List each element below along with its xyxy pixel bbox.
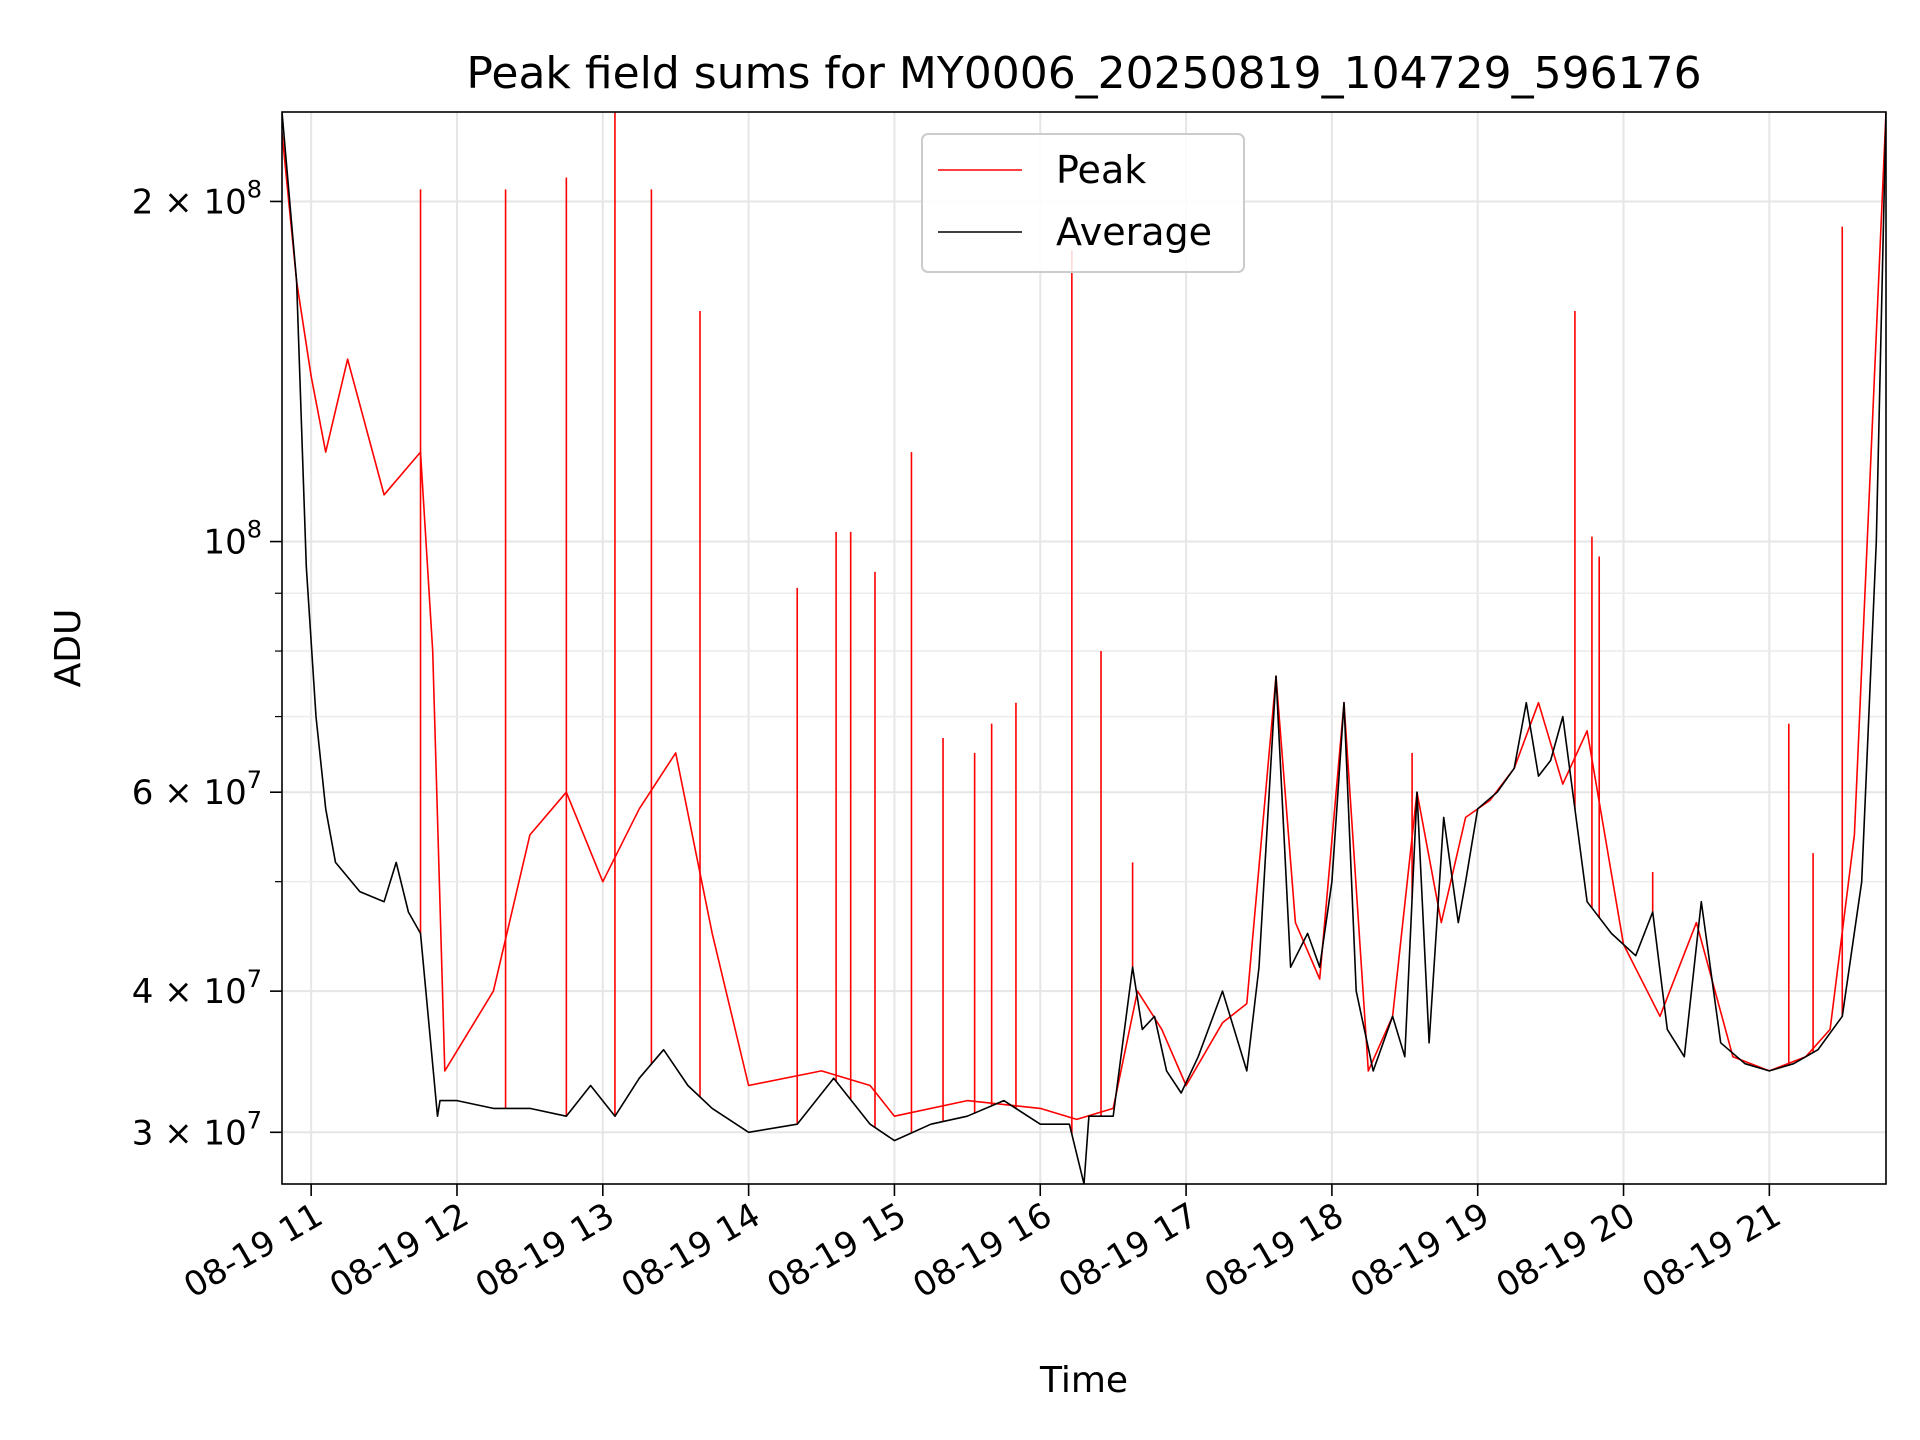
x-tick-label: 08-19 11: [177, 1195, 329, 1306]
x-tick-label: 08-19 19: [1344, 1195, 1496, 1306]
chart-title: Peak field sums for MY0006_20250819_1047…: [466, 48, 1701, 99]
x-tick-label: 08-19 12: [323, 1195, 475, 1306]
y-tick-label: 2 × 108: [132, 175, 262, 222]
x-tick-label: 08-19 16: [906, 1195, 1058, 1306]
legend: Peak Average: [921, 133, 1245, 273]
y-axis-title: ADU: [48, 609, 89, 688]
y-tick-label: 3 × 107: [132, 1106, 262, 1153]
x-tick-label: 08-19 14: [615, 1195, 767, 1306]
x-tick-label: 08-19 20: [1490, 1195, 1642, 1306]
x-tick-label: 08-19 17: [1052, 1195, 1204, 1306]
y-tick-label: 108: [203, 516, 262, 563]
y-tick-label: 6 × 107: [132, 766, 262, 813]
series-group: [282, 112, 1886, 1184]
y-axis: 3 × 107 4 × 107 6 × 107 108 2 × 108: [132, 175, 282, 1153]
grid: [282, 112, 1886, 1184]
series-line-peak: [282, 112, 1886, 1121]
y-tick-label: 4 × 107: [132, 965, 262, 1012]
x-tick-label: 08-19 13: [469, 1195, 621, 1306]
legend-label-peak: Peak: [1056, 148, 1146, 192]
x-tick-label: 08-19 15: [761, 1195, 913, 1306]
legend-label-average: Average: [1056, 210, 1212, 254]
series-line-average: [282, 112, 1886, 1184]
x-tick-label: 08-19 21: [1635, 1195, 1787, 1306]
x-axis-title: Time: [1039, 1360, 1128, 1401]
x-tick-label: 08-19 18: [1198, 1195, 1350, 1306]
legend-box: [921, 133, 1245, 273]
plot-frame: [281, 111, 1887, 1185]
